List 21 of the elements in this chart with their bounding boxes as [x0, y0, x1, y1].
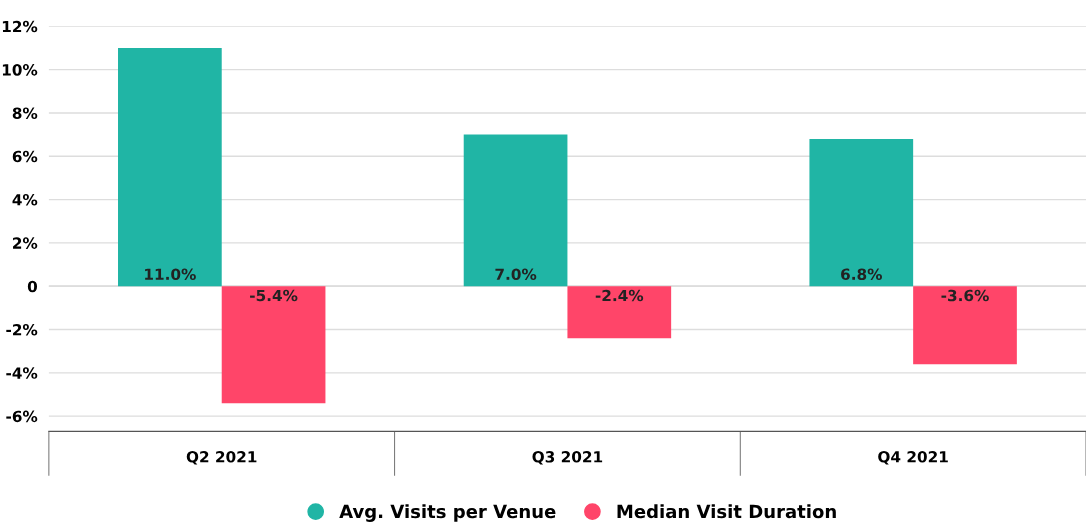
x-tick-label: Q2 2021 [186, 451, 257, 465]
y-tick-label: 0 [27, 280, 38, 293]
y-tick-label: 2% [13, 237, 38, 249]
data-label: -5.4% [250, 289, 298, 302]
y-tick-label: 12% [2, 20, 38, 33]
y-tick-label: -2% [6, 323, 38, 336]
data-label: 11.0% [145, 268, 196, 280]
y-tick-label: 10% [2, 64, 38, 76]
y-tick-label: -6% [6, 410, 38, 423]
x-tick-label: Q4 2021 [878, 451, 948, 465]
y-tick-label: 8% [12, 107, 38, 119]
legend-label: Avg. Visits per Venue [339, 504, 556, 522]
y-tick-label: -4% [6, 367, 38, 379]
data-label: -3.6% [941, 289, 989, 302]
x-tick-label: Q3 2021 [532, 451, 603, 465]
y-tick-label: 6% [12, 150, 38, 163]
y-tick-label: 4% [12, 194, 38, 206]
legend-label: Median Visit Duration [617, 504, 836, 519]
data-label: 7.0% [495, 268, 537, 280]
data-label: -2.4% [595, 289, 644, 302]
data-label: 6.8% [841, 268, 882, 280]
